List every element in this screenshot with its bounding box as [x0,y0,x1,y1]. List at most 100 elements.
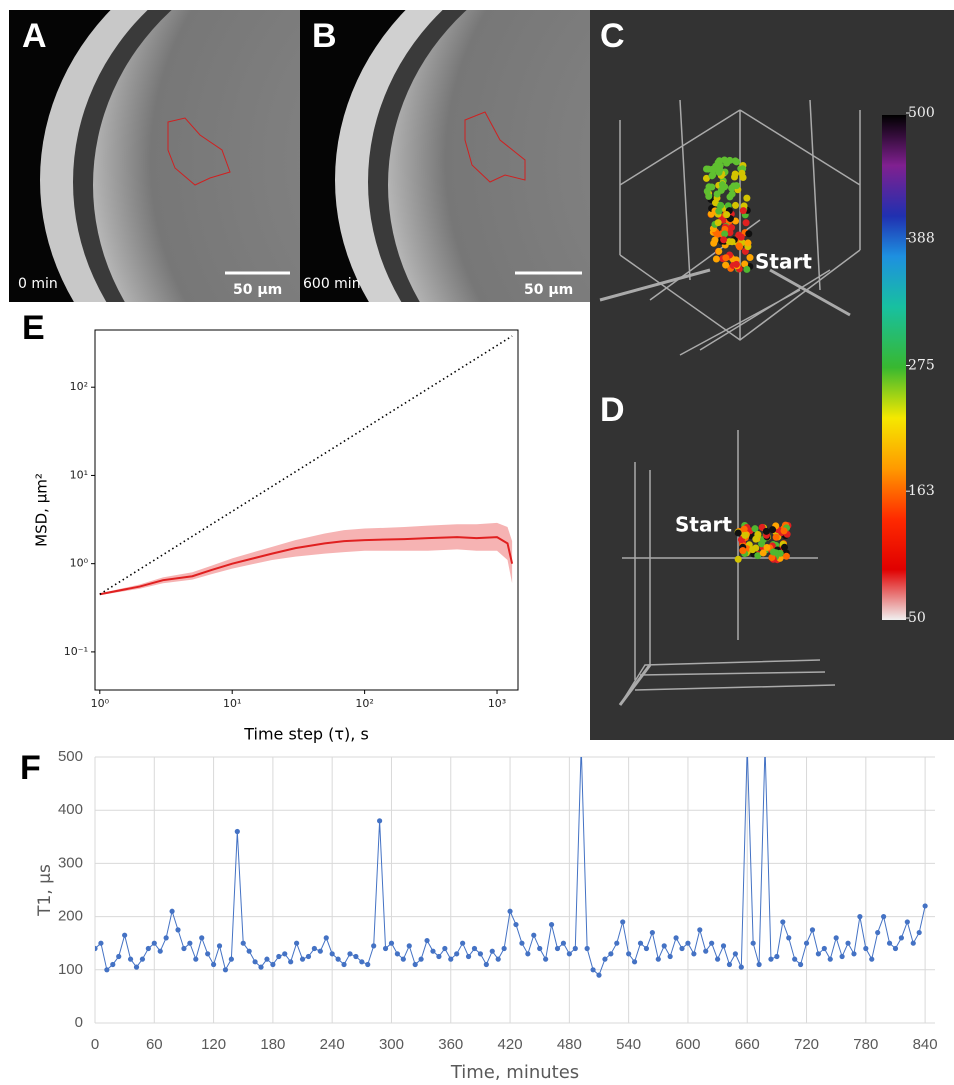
data-point [554,945,561,952]
scale-bar-label: 50 µm [524,282,573,298]
x-tick-label: 240 [320,1036,345,1053]
trajectory-point [759,549,767,557]
data-point [205,951,211,957]
micrograph-a [9,10,300,302]
data-point [341,961,347,968]
data-point [163,935,169,941]
trajectory-point [754,552,762,560]
x-tick-label: 10³ [488,697,506,710]
panel-label: F [20,749,41,787]
data-point [311,945,317,952]
data-point [127,956,134,962]
data-point [703,948,709,954]
trajectory-point [739,547,747,555]
data-point [726,961,733,968]
x-tick-label: 720 [794,1036,819,1053]
data-point [922,903,928,909]
data-point [394,951,400,957]
trajectory-point [726,156,734,164]
data-point [631,959,638,965]
data-point [809,927,816,933]
x-tick-label: 120 [201,1036,226,1053]
colorbar-tick-label: 50 [908,610,926,626]
trajectory-point [772,533,780,541]
trajectory-point [745,230,753,238]
y-tick-label: 200 [58,908,83,925]
data-point [240,940,246,946]
trajectory-point [722,261,730,269]
trajectory-point [734,555,742,563]
data-point [210,961,217,968]
trajectory-c [702,156,754,273]
data-point [525,951,531,957]
y-tick-label: 500 [58,748,83,765]
data-point [442,945,448,952]
trajectory-point [718,181,726,189]
data-point [584,945,590,952]
data-point [288,959,294,965]
data-point [483,961,489,968]
data-point [667,953,673,960]
data-point [661,943,667,949]
data-point [193,956,199,962]
data-point [691,951,697,957]
data-point [673,935,679,941]
trajectory-point [713,190,721,198]
data-point [543,956,549,962]
data-point [614,940,620,946]
data-point [892,945,899,952]
trajectory-point [752,535,760,543]
x-axis-label: Time step (τ), s [243,725,369,744]
data-point [424,937,430,944]
x-tick-label: 10¹ [223,697,241,710]
trajectory-point [734,529,742,537]
data-point [145,945,151,952]
data-point [738,964,744,970]
data-point [507,908,513,914]
data-point [98,940,104,946]
data-point [353,953,359,960]
data-point [745,744,750,749]
trajectory-point [713,230,721,238]
data-point [264,956,270,962]
x-tick-label: 540 [616,1036,641,1053]
chart-e: 10⁻¹ 10⁰ 10¹ 10² 10⁰ 10¹ 10² 10³ E Time step (τ),… [22,309,519,744]
trajectory-point [731,170,739,178]
data-point [282,951,288,957]
data-point [655,956,661,962]
data-point [294,940,300,946]
data-point [460,940,466,946]
data-point [620,919,626,925]
trajectory-point [746,254,754,262]
data-point [780,919,786,925]
data-point [299,956,306,962]
data-point [720,943,727,949]
data-point [910,940,916,946]
trajectory-point [741,260,749,268]
data-point [548,921,555,928]
trajectory-point [715,168,723,176]
y-tick-label: 10⁰ [70,557,89,570]
x-tick-label: 660 [735,1036,760,1053]
data-point [875,929,881,936]
data-point [436,953,442,960]
data-point [537,945,543,952]
panel-label: A [22,17,47,55]
trajectory-point [720,236,728,244]
trajectory-point [744,239,752,247]
panel-label: B [312,17,337,55]
data-point [139,956,146,962]
data-point [216,943,223,949]
data-point [305,953,312,960]
data-point [774,953,780,960]
y-axis-label: T1, µs [35,864,55,917]
data-point [359,959,365,965]
scale-bar-label: 50 µm [233,282,282,298]
trajectory-point [722,254,730,262]
trajectory-point [741,531,749,539]
data-point [317,948,323,954]
colorbar-tick-label: 275 [908,358,935,374]
trajectory-point [763,543,771,551]
data-point [560,940,567,946]
x-axis-label: Time, minutes [450,1062,579,1083]
